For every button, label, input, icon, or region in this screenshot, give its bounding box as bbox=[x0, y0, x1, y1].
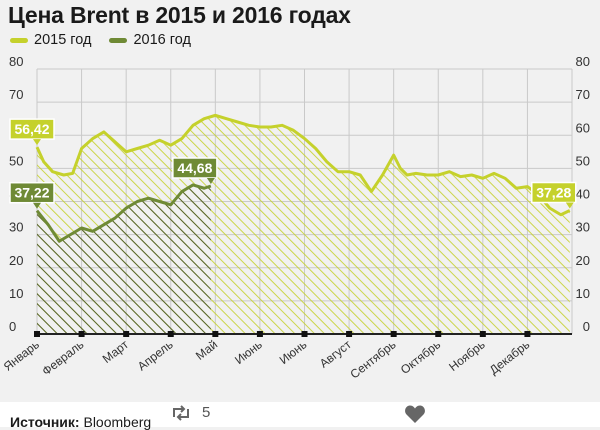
month-marker-8 bbox=[390, 331, 397, 337]
legend-swatch-2016 bbox=[109, 37, 128, 43]
month-marker-7 bbox=[346, 331, 353, 337]
source-line: Источник: Bloomberg bbox=[10, 414, 151, 430]
chart-svg: 0010102020303040405050606070708080Январь… bbox=[1, 54, 590, 381]
month-marker-4 bbox=[212, 331, 219, 337]
line-2015 bbox=[35, 113, 571, 217]
source-name: Bloomberg bbox=[83, 414, 152, 430]
retweet-count: 5 bbox=[202, 404, 211, 421]
y-tick-left-30: 30 bbox=[9, 220, 23, 235]
retweet-button[interactable]: 5 bbox=[170, 404, 210, 421]
x-tick-label-3: Апрель bbox=[135, 337, 176, 373]
value-label-pointer-3 bbox=[565, 202, 574, 209]
y-tick-right-80: 80 bbox=[576, 54, 590, 69]
y-tick-right-50: 50 bbox=[576, 153, 590, 168]
retweet-icon bbox=[173, 404, 189, 421]
chart-title: Цена Brent в 2015 и 2016 годах bbox=[8, 2, 351, 28]
tweet-footer bbox=[0, 402, 600, 427]
x-tick-label-0: Январь bbox=[1, 337, 42, 373]
value-label-1: 37,22 bbox=[14, 185, 49, 201]
y-tick-right-0: 0 bbox=[583, 319, 590, 334]
legend-label-2015: 2015 год bbox=[34, 32, 92, 48]
month-marker-10 bbox=[479, 331, 486, 337]
value-label-box-0 bbox=[9, 118, 55, 140]
y-tick-right-40: 40 bbox=[576, 187, 590, 202]
x-tick-label-11: Декабрь bbox=[487, 337, 532, 377]
month-marker-1 bbox=[78, 331, 85, 337]
legend: 2015 год 2016 год bbox=[10, 32, 191, 48]
x-tick-label-1: Февраль bbox=[39, 337, 86, 378]
x-tick-label-5: Июнь bbox=[232, 337, 265, 367]
value-label-pointer-1 bbox=[33, 202, 41, 209]
x-tick-label-8: Сентябрь bbox=[348, 337, 399, 381]
month-marker-2 bbox=[123, 331, 130, 337]
month-marker-5 bbox=[256, 331, 263, 337]
y-tick-left-50: 50 bbox=[9, 153, 23, 168]
y-tick-right-30: 30 bbox=[576, 220, 590, 235]
month-marker-6 bbox=[301, 331, 308, 337]
y-tick-left-70: 70 bbox=[9, 87, 23, 102]
x-tick-label-9: Октябрь bbox=[398, 337, 443, 377]
legend-item-2015: 2015 год bbox=[10, 32, 91, 48]
x-tick-label-2: Март bbox=[100, 337, 132, 366]
value-label-box-1 bbox=[9, 181, 55, 204]
month-marker-3 bbox=[167, 331, 174, 337]
value-label-pointer-0 bbox=[33, 139, 41, 146]
value-label-pointer-2 bbox=[206, 177, 215, 184]
y-tick-left-10: 10 bbox=[9, 286, 23, 301]
value-label-3: 37,28 bbox=[536, 185, 571, 201]
line-2016 bbox=[35, 183, 212, 243]
y-tick-right-60: 60 bbox=[576, 120, 590, 135]
y-tick-right-70: 70 bbox=[576, 87, 590, 102]
month-marker-9 bbox=[435, 331, 442, 337]
x-tick-label-10: Ноябрь bbox=[446, 337, 487, 374]
x-tick-label-4: Май bbox=[193, 337, 220, 363]
x-tick-label-6: Июнь bbox=[277, 337, 310, 367]
legend-label-2016: 2016 год bbox=[133, 32, 191, 48]
y-tick-left-20: 20 bbox=[9, 253, 23, 268]
value-label-box-3 bbox=[531, 181, 577, 204]
y-tick-left-0: 0 bbox=[9, 319, 16, 334]
legend-swatch-2015 bbox=[10, 37, 28, 43]
source-label: Источник: bbox=[10, 414, 80, 430]
like-button[interactable] bbox=[404, 404, 426, 429]
area-2016 bbox=[37, 184, 211, 334]
heart-icon bbox=[405, 405, 425, 423]
month-marker-11 bbox=[524, 331, 531, 337]
legend-item-2016: 2016 год bbox=[109, 32, 191, 48]
value-label-2: 44,68 bbox=[177, 160, 212, 176]
x-tick-label-7: Август bbox=[317, 337, 354, 371]
value-label-box-2 bbox=[172, 157, 218, 179]
y-tick-right-20: 20 bbox=[576, 253, 590, 268]
month-marker-0 bbox=[34, 331, 40, 337]
y-tick-right-10: 10 bbox=[576, 286, 590, 301]
value-label-0: 56,42 bbox=[14, 121, 49, 137]
y-tick-left-80: 80 bbox=[9, 54, 23, 69]
